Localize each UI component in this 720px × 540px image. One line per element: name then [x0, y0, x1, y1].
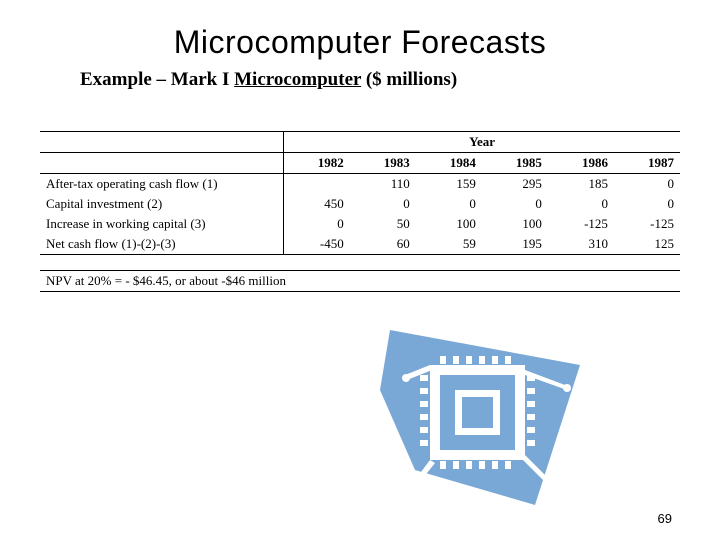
row-label: After-tax operating cash flow (1) [40, 174, 232, 195]
cell: -125 [614, 214, 680, 234]
slide-title: Microcomputer Forecasts [40, 24, 680, 61]
cell: 0 [482, 194, 548, 214]
cell: 0 [350, 194, 416, 214]
table-row: Capital investment (2) 450 0 0 0 0 0 [40, 194, 680, 214]
cell: 450 [284, 194, 350, 214]
page-number: 69 [658, 511, 672, 526]
subtitle-underlined: Microcomputer [234, 69, 361, 90]
forecast-table: Year 1982 1983 1984 1985 1986 1987 After… [40, 131, 680, 292]
row-label: Capital investment (2) [40, 194, 232, 214]
cell: 0 [614, 194, 680, 214]
cell: 60 [350, 234, 416, 255]
cell: 0 [548, 194, 614, 214]
cell: 50 [350, 214, 416, 234]
slide-subtitle: Example – Mark I Microcomputer ($ millio… [80, 69, 680, 91]
row-label: Increase in working capital (3) [40, 214, 232, 234]
cell: 110 [350, 174, 416, 195]
cell [284, 174, 350, 195]
cell: 125 [614, 234, 680, 255]
subtitle-suffix: ($ millions) [361, 69, 457, 90]
cell: -450 [284, 234, 350, 255]
cell: 0 [416, 194, 482, 214]
cell: 310 [548, 234, 614, 255]
table-row: After-tax operating cash flow (1) 110 15… [40, 174, 680, 195]
col-year: 1986 [548, 153, 614, 174]
subtitle-prefix: Example – Mark I [80, 69, 234, 90]
cell: 100 [482, 214, 548, 234]
cell: 185 [548, 174, 614, 195]
cell: 100 [416, 214, 482, 234]
spacer-row [40, 255, 680, 271]
year-row: 1982 1983 1984 1985 1986 1987 [40, 153, 680, 174]
year-group-row: Year [40, 132, 680, 153]
row-label: Net cash flow (1)-(2)-(3) [40, 234, 232, 255]
cell: 59 [416, 234, 482, 255]
col-year: 1983 [350, 153, 416, 174]
table-row: Increase in working capital (3) 0 50 100… [40, 214, 680, 234]
col-year: 1984 [416, 153, 482, 174]
cell: 195 [482, 234, 548, 255]
cell: -125 [548, 214, 614, 234]
npv-row: NPV at 20% = - $46.45, or about -$46 mil… [40, 271, 680, 292]
chip-icon [370, 320, 590, 510]
col-year: 1982 [284, 153, 350, 174]
cell: 0 [614, 174, 680, 195]
col-year: 1985 [482, 153, 548, 174]
cell: 0 [284, 214, 350, 234]
cell: 295 [482, 174, 548, 195]
forecast-table-wrap: Year 1982 1983 1984 1985 1986 1987 After… [40, 131, 680, 292]
col-year: 1987 [614, 153, 680, 174]
table-row: Net cash flow (1)-(2)-(3) -450 60 59 195… [40, 234, 680, 255]
npv-text: NPV at 20% = - $46.45, or about -$46 mil… [40, 271, 680, 292]
cell: 159 [416, 174, 482, 195]
year-header: Year [284, 132, 680, 153]
